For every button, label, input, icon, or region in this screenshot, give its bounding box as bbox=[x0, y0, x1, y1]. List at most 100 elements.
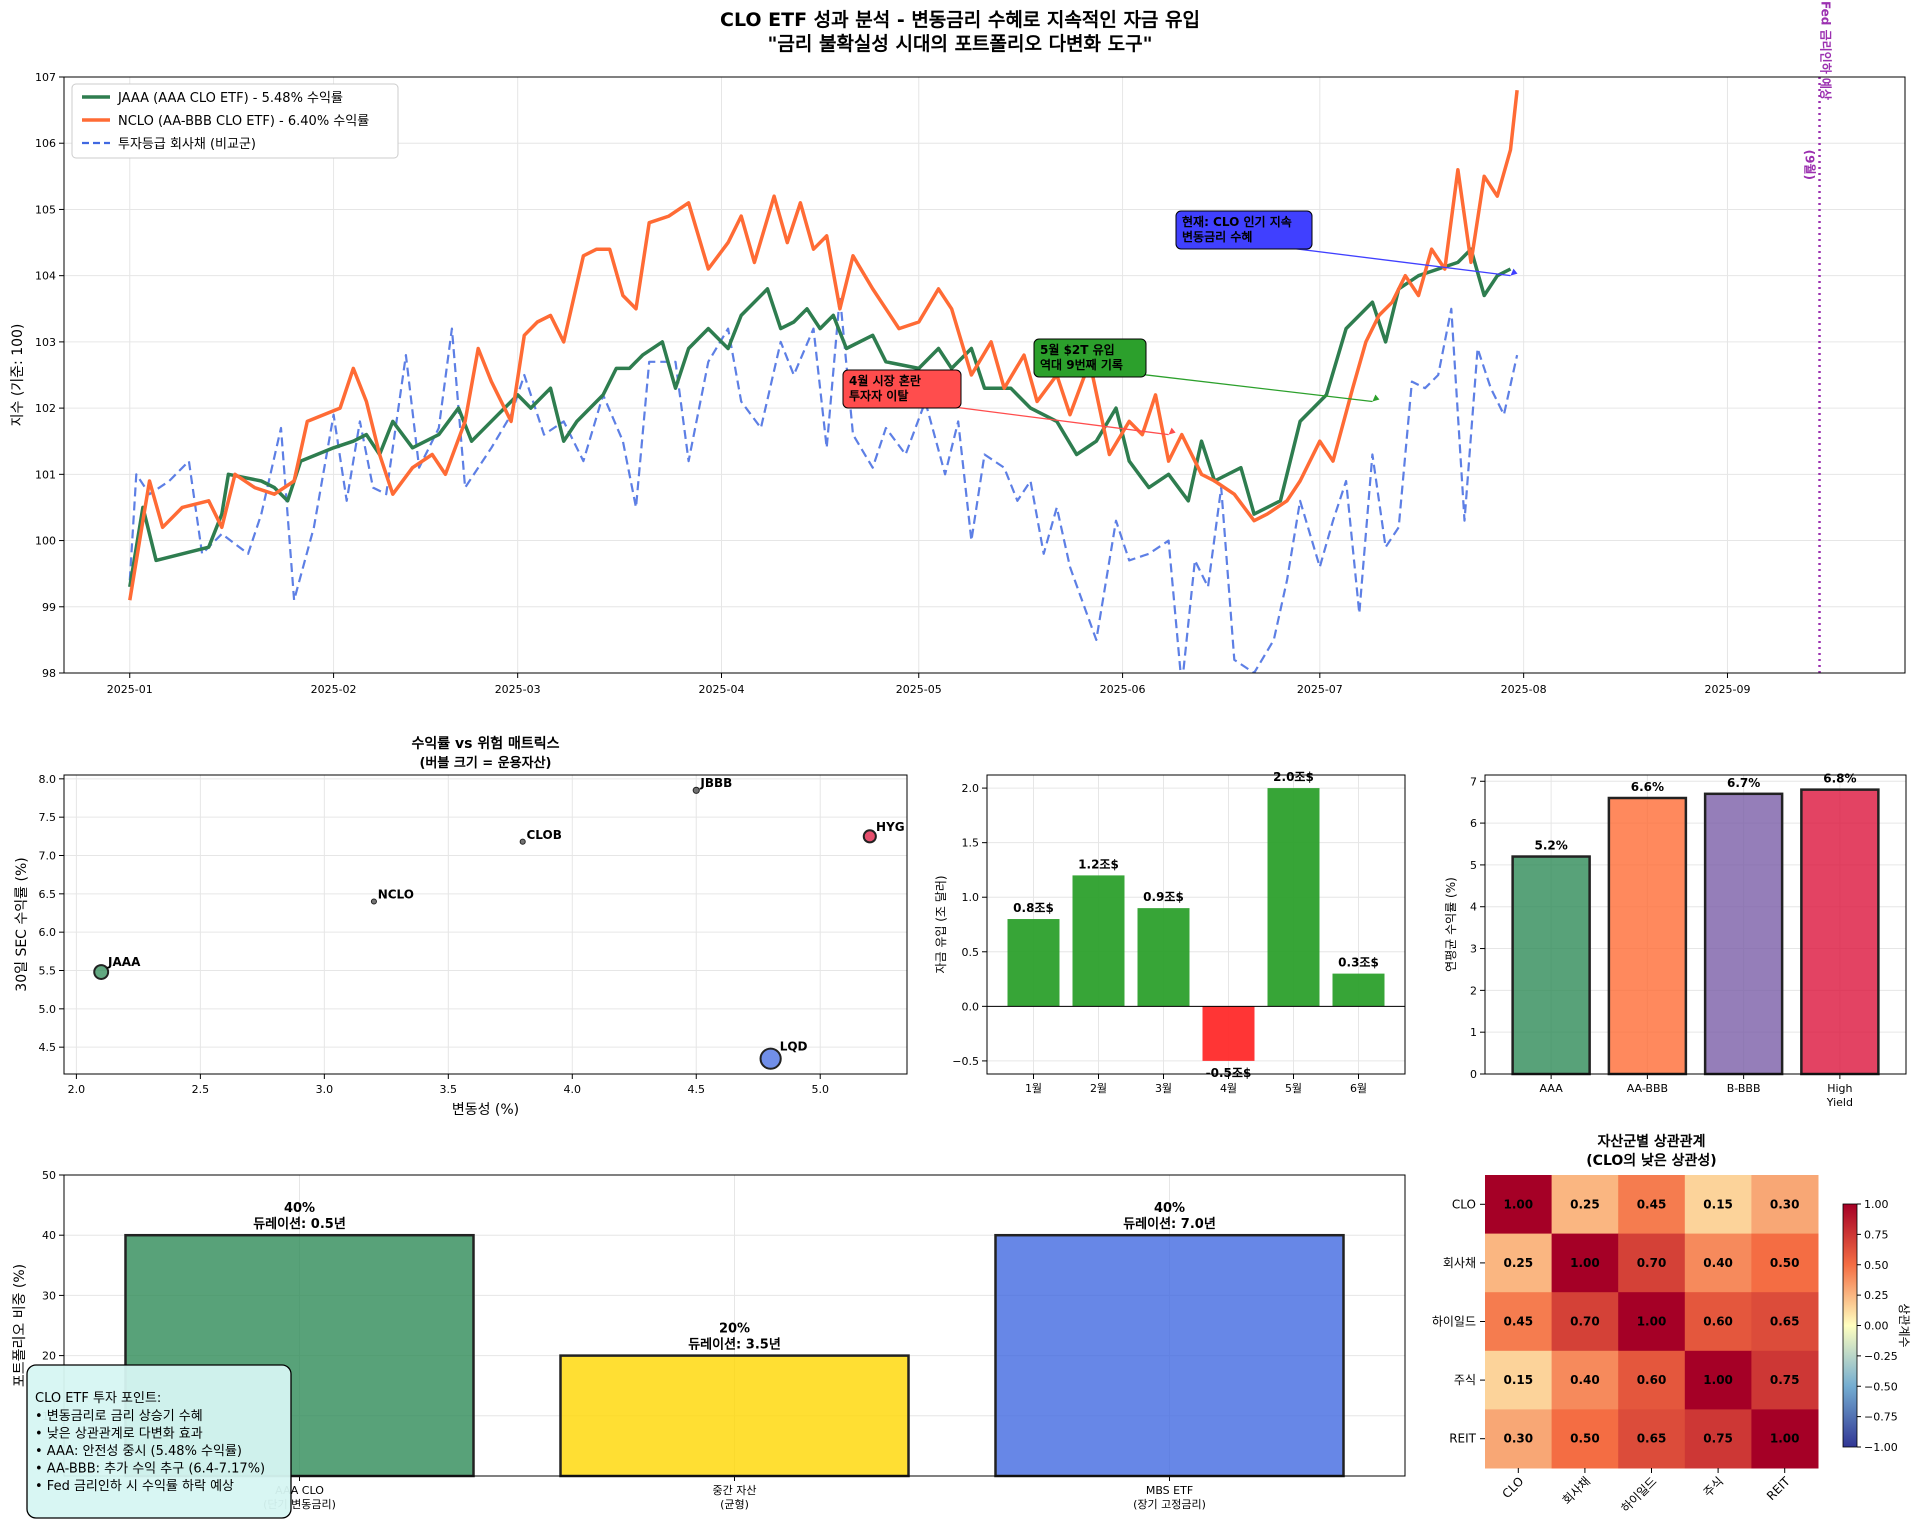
annotation-arrowhead bbox=[1510, 268, 1518, 276]
p-rating-frame bbox=[1484, 774, 1907, 1075]
heatmap-cell-value: 1.00 bbox=[1770, 1432, 1800, 1446]
y-tick-label: 0.0 bbox=[962, 1000, 980, 1013]
x-tick-label: 2025-08 bbox=[1501, 683, 1547, 696]
heatmap-cell bbox=[1485, 1350, 1553, 1410]
x-tick-label: 4.0 bbox=[564, 1083, 582, 1096]
y-axis-label: 자금 유입 (조 달러) bbox=[934, 875, 948, 973]
heatmap-cell-value: 1.00 bbox=[1503, 1197, 1533, 1211]
info-box-line: • 낮은 상관관계로 다변화 효과 bbox=[35, 1427, 203, 1442]
heatmap-cell-value: 0.40 bbox=[1570, 1373, 1600, 1387]
heatmap-cell bbox=[1551, 1350, 1619, 1410]
colorbar-tick-label: −0.25 bbox=[1864, 1350, 1898, 1363]
y-tick-label: 105 bbox=[35, 203, 56, 216]
info-box-line: • AA-BBB: 추가 수익 추구 (6.4-7.17%) bbox=[35, 1462, 265, 1477]
bar-data-label-line-0: 20% bbox=[719, 1322, 750, 1337]
annotation-text-line-0: 5월 $2T 유입 bbox=[1040, 342, 1115, 357]
heatmap-cell bbox=[1551, 1175, 1619, 1235]
heatmap-cell-value: 0.40 bbox=[1703, 1256, 1733, 1270]
heatmap-cell-value: 0.25 bbox=[1503, 1256, 1533, 1270]
info-box-line: • Fed 금리인하 시 수익률 하락 예상 bbox=[35, 1479, 234, 1494]
y-tick-label: 6 bbox=[1470, 817, 1477, 830]
bar-data-label-line-0: 6.7% bbox=[1727, 776, 1760, 790]
y-tick-label: 98 bbox=[42, 667, 56, 680]
y-tick-label: 4.5 bbox=[39, 1041, 57, 1054]
colorbar-tick-label: 0.25 bbox=[1864, 1289, 1889, 1302]
heatmap-cell bbox=[1618, 1409, 1686, 1469]
x-tick-label: 5.0 bbox=[811, 1083, 829, 1096]
heatmap-cell-value: 0.50 bbox=[1570, 1432, 1600, 1446]
heatmap-cell-value: 0.60 bbox=[1637, 1373, 1667, 1387]
y-tick-label: 0 bbox=[1470, 1068, 1477, 1081]
x-tick-label: 2025-04 bbox=[699, 683, 745, 696]
bar-data-label-line-0: 6.8% bbox=[1823, 772, 1856, 786]
y-tick-label: 5.0 bbox=[39, 1003, 57, 1016]
heatmap-cell-value: 0.45 bbox=[1637, 1197, 1667, 1211]
info-box: CLO ETF 투자 포인트: • 변동금리로 금리 상승기 수혜 • 낮은 상관관… bbox=[26, 1364, 292, 1519]
bar bbox=[1267, 788, 1320, 1007]
heatmap-row-label: 하이일드 bbox=[1432, 1315, 1476, 1329]
annotation-arrowhead bbox=[1168, 427, 1176, 435]
heatmap-cell bbox=[1684, 1409, 1752, 1469]
barbell-bar-chart-panel: 1020304050포트폴리오 비중 (%)AAA CLO(단기 변동금리)40… bbox=[12, 1169, 1406, 1511]
y-tick-label: 102 bbox=[35, 402, 56, 415]
y-tick-label: 103 bbox=[35, 336, 56, 349]
y-tick-label: 106 bbox=[35, 137, 56, 150]
series-line-0 bbox=[128, 247, 1512, 588]
y-tick-label: −0.5 bbox=[952, 1055, 979, 1068]
y-tick-label: 20 bbox=[42, 1350, 56, 1363]
scatter-title: 수익률 vs 위험 매트릭스 bbox=[411, 735, 559, 752]
series-line-2 bbox=[128, 294, 1519, 673]
scatter-point-label: JBBB bbox=[699, 776, 732, 790]
heatmap-cell-value: 1.00 bbox=[1637, 1315, 1667, 1329]
y-tick-label: 107 bbox=[35, 71, 56, 84]
x-tick-label: 4.5 bbox=[688, 1083, 706, 1096]
bar bbox=[559, 1354, 910, 1478]
bar-data-label-line-0: 5.2% bbox=[1534, 839, 1567, 853]
y-tick-label: 6.5 bbox=[39, 888, 57, 901]
heatmap-cell-value: 1.00 bbox=[1703, 1373, 1733, 1387]
heatmap-cell-value: 0.45 bbox=[1503, 1315, 1533, 1329]
x-tick-label: 2025-05 bbox=[896, 683, 942, 696]
heatmap-title: 자산군별 상관관계 bbox=[1598, 1133, 1706, 1150]
colorbar-tick-label: −0.75 bbox=[1864, 1411, 1898, 1424]
annotation-text-line-1: 변동금리 수혜 bbox=[1182, 229, 1252, 244]
heatmap-cell bbox=[1485, 1409, 1553, 1469]
y-tick-label: 99 bbox=[42, 601, 56, 614]
x-tick-label: 2025-02 bbox=[311, 683, 357, 696]
heatmap-row-label: 주식 bbox=[1454, 1373, 1476, 1387]
bar bbox=[1332, 973, 1385, 1007]
bar-data-label-line-0: 0.9조$ bbox=[1143, 890, 1184, 904]
x-tick-label-line-1: (균형) bbox=[720, 1498, 749, 1511]
heatmap-cell-value: 0.15 bbox=[1703, 1197, 1733, 1211]
annotation-box bbox=[1175, 210, 1313, 250]
x-tick-label: 3.5 bbox=[440, 1083, 458, 1096]
bar bbox=[1800, 788, 1880, 1076]
scatter-point-label: NCLO bbox=[378, 888, 414, 902]
bar-data-label-line-0: 1.2조$ bbox=[1078, 857, 1119, 871]
heatmap-cell bbox=[1618, 1292, 1686, 1352]
scatter-point bbox=[519, 838, 526, 845]
y-tick-label: 1.5 bbox=[962, 837, 980, 850]
x-tick-label-line-0: 3월 bbox=[1155, 1082, 1172, 1095]
annotation-text-line-0: 4월 시장 혼란 bbox=[849, 373, 921, 388]
heatmap-cell bbox=[1618, 1175, 1686, 1235]
y-tick-label: 4 bbox=[1470, 901, 1477, 914]
scatter-point bbox=[759, 1047, 782, 1070]
line-chart-panel: 2025-01 2025-02 2025-03 2025-04 2025-05 2025-… bbox=[10, 1, 1906, 696]
x-tick-label-line-0: High bbox=[1827, 1082, 1852, 1095]
x-tick-label-line-0: 5월 bbox=[1285, 1082, 1302, 1095]
heatmap-cell bbox=[1684, 1175, 1752, 1235]
y-tick-label: 40 bbox=[42, 1229, 56, 1242]
rating-bar-chart-panel: 0 1 2 3 4 5 6 7 연평균 수익률 (%) AAA 5.2% AA-BBB 6.6% B-BB… bbox=[1444, 772, 1907, 1109]
colorbar-tick-label: −0.50 bbox=[1864, 1380, 1898, 1393]
scatter-point-label: JAAA bbox=[107, 955, 141, 969]
scatter-point-label: HYG bbox=[876, 820, 905, 834]
bar bbox=[1137, 908, 1190, 1007]
x-tick-label: 2.0 bbox=[68, 1083, 86, 1096]
heatmap-cell-value: 0.60 bbox=[1703, 1315, 1733, 1329]
y-tick-label: 2.0 bbox=[962, 782, 980, 795]
heatmap-row-label: 회사채 bbox=[1443, 1256, 1476, 1270]
x-tick-label-line-0: AAA bbox=[1540, 1082, 1564, 1095]
bar bbox=[1607, 796, 1688, 1076]
